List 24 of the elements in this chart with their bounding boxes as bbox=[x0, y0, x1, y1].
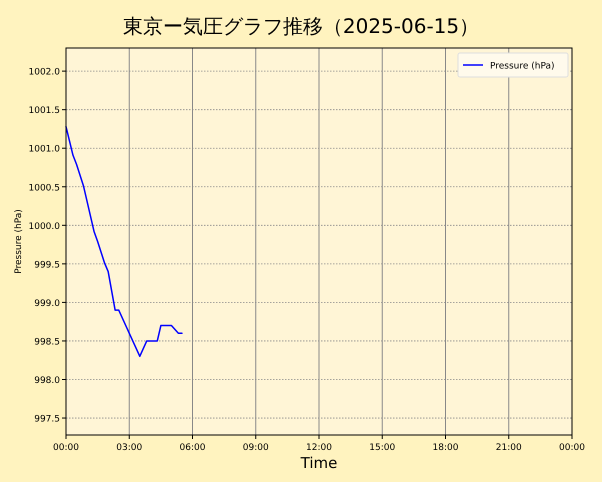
x-tick-label: 21:00 bbox=[496, 443, 522, 453]
y-tick-label: 998.0 bbox=[34, 376, 60, 386]
y-tick-label: 1001.0 bbox=[28, 144, 60, 155]
x-tick-label: 03:00 bbox=[116, 443, 142, 453]
x-tick-label: 15:00 bbox=[369, 443, 396, 453]
y-tick-label: 999.0 bbox=[34, 298, 60, 309]
x-tick-label: 00:00 bbox=[559, 443, 586, 453]
y-tick-label: 998.5 bbox=[34, 337, 60, 348]
x-tick-label: 00:00 bbox=[53, 443, 80, 453]
y-tick-label: 1000.5 bbox=[28, 183, 60, 194]
x-tick-label: 18:00 bbox=[432, 443, 459, 453]
x-tick-label: 09:00 bbox=[242, 443, 269, 453]
y-tick-label: 999.5 bbox=[34, 260, 60, 270]
legend-label: Pressure (hPa) bbox=[490, 62, 555, 72]
y-tick-label: 1001.5 bbox=[28, 106, 60, 116]
x-axis-title: Time bbox=[300, 454, 338, 472]
y-tick-label: 1000.0 bbox=[28, 222, 60, 232]
y-tick-label: 1002.0 bbox=[28, 68, 60, 78]
line-series bbox=[65, 126, 183, 358]
y-axis-title: Pressure (hPa) bbox=[14, 209, 24, 274]
chart-title: 東京ー気圧グラフ推移（2025-06-15） bbox=[122, 14, 480, 38]
x-tick-label: 12:00 bbox=[306, 443, 332, 453]
x-tick-label: 06:00 bbox=[180, 443, 206, 453]
y-tick-label: 997.5 bbox=[34, 414, 60, 425]
